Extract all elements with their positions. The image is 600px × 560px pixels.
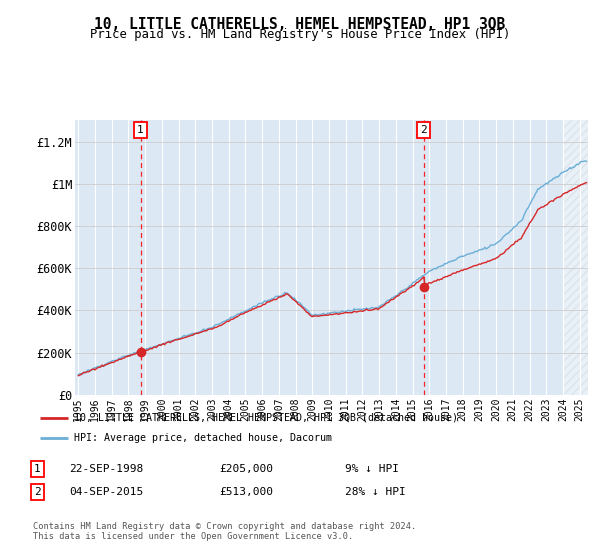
Text: 1: 1 bbox=[137, 125, 144, 135]
Text: 28% ↓ HPI: 28% ↓ HPI bbox=[345, 487, 406, 497]
Text: 22-SEP-1998: 22-SEP-1998 bbox=[69, 464, 143, 474]
Text: £513,000: £513,000 bbox=[219, 487, 273, 497]
Text: HPI: Average price, detached house, Dacorum: HPI: Average price, detached house, Daco… bbox=[74, 433, 332, 443]
Text: 04-SEP-2015: 04-SEP-2015 bbox=[69, 487, 143, 497]
Text: 10, LITTLE CATHERELLS, HEMEL HEMPSTEAD, HP1 3QB (detached house): 10, LITTLE CATHERELLS, HEMEL HEMPSTEAD, … bbox=[74, 413, 458, 423]
Text: £205,000: £205,000 bbox=[219, 464, 273, 474]
Text: 1: 1 bbox=[34, 464, 41, 474]
Bar bbox=[563, 120, 588, 395]
Text: 2: 2 bbox=[34, 487, 41, 497]
Text: 10, LITTLE CATHERELLS, HEMEL HEMPSTEAD, HP1 3QB: 10, LITTLE CATHERELLS, HEMEL HEMPSTEAD, … bbox=[94, 17, 506, 32]
Text: 9% ↓ HPI: 9% ↓ HPI bbox=[345, 464, 399, 474]
Text: Price paid vs. HM Land Registry's House Price Index (HPI): Price paid vs. HM Land Registry's House … bbox=[90, 28, 510, 41]
Text: Contains HM Land Registry data © Crown copyright and database right 2024.
This d: Contains HM Land Registry data © Crown c… bbox=[33, 522, 416, 542]
Text: 2: 2 bbox=[421, 125, 427, 135]
